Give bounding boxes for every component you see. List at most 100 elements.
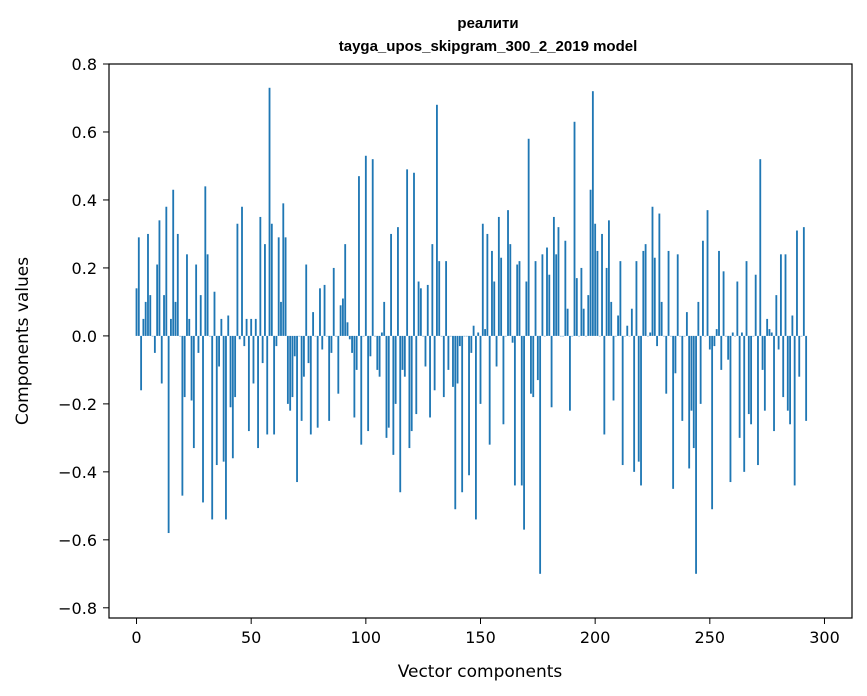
bar-54 (259, 216, 262, 336)
bar-36 (218, 335, 220, 367)
bar-79 (316, 335, 319, 428)
bar-65 (284, 237, 287, 336)
bar-177 (541, 254, 544, 336)
bar-100 (364, 155, 367, 336)
bar-129 (431, 244, 434, 336)
bar-277 (770, 332, 773, 336)
bar-188 (566, 308, 569, 336)
bar-56 (264, 244, 266, 336)
bar-96 (355, 335, 358, 370)
bar-61 (275, 335, 278, 347)
bar-240 (685, 312, 688, 336)
bar-219 (637, 335, 640, 462)
bar-34 (213, 291, 216, 336)
bar-152 (484, 329, 486, 336)
bar-259 (729, 335, 732, 483)
bar-218 (635, 261, 638, 336)
bar-39 (225, 335, 227, 520)
bar-27 (197, 335, 200, 353)
bar-227 (656, 335, 658, 347)
y-tick-label: −0.2 (58, 395, 97, 414)
bar-64 (282, 203, 285, 336)
bar-93 (348, 335, 351, 340)
bar-173 (532, 335, 535, 398)
bar-67 (289, 335, 292, 411)
bar-167 (518, 261, 521, 336)
bar-264 (741, 332, 743, 336)
bar-60 (273, 335, 276, 435)
bar-18 (176, 233, 179, 336)
bar-252 (713, 335, 716, 347)
bar-20 (181, 335, 184, 496)
bar-194 (580, 267, 583, 336)
bar-207 (610, 301, 613, 336)
bar-119 (408, 335, 411, 449)
bar-246 (699, 335, 702, 404)
bar-124 (419, 288, 422, 336)
bar-11 (160, 335, 163, 384)
bar-114 (397, 227, 399, 336)
bar-170 (525, 281, 528, 336)
bar-176 (539, 335, 542, 574)
bar-232 (667, 250, 670, 336)
bar-74 (305, 264, 308, 336)
y-tick-label: 0.0 (72, 327, 97, 346)
bar-80 (319, 288, 321, 336)
bar-109 (385, 335, 388, 438)
bar-242 (690, 335, 693, 411)
bar-159 (500, 257, 503, 336)
bar-40 (227, 315, 230, 336)
bar-31 (206, 254, 209, 336)
bar-172 (530, 335, 532, 394)
bar-282 (782, 335, 785, 398)
bar-284 (786, 335, 789, 411)
bar-155 (491, 250, 493, 336)
bar-271 (757, 335, 759, 466)
bar-166 (516, 264, 519, 336)
bar-164 (511, 335, 514, 343)
x-tick-label: 300 (809, 628, 840, 647)
bar-13 (165, 206, 168, 336)
bar-270 (754, 274, 757, 336)
bar-91 (344, 244, 347, 336)
y-tick-label: 0.2 (72, 259, 97, 278)
bar-70 (296, 335, 298, 483)
bar-258 (727, 335, 730, 360)
bar-111 (390, 233, 392, 336)
bar-103 (371, 159, 374, 336)
bar-149 (477, 332, 480, 336)
bar-142 (461, 335, 464, 493)
bar-181 (550, 335, 553, 408)
bar-4 (144, 301, 147, 336)
bar-3 (142, 318, 145, 336)
bar-249 (706, 210, 709, 336)
bar-92 (346, 322, 349, 336)
bar-2 (140, 335, 143, 391)
bar-75 (307, 335, 310, 364)
bar-90 (341, 298, 344, 336)
bar-141 (458, 335, 461, 347)
bar-162 (507, 210, 509, 336)
bar-62 (277, 237, 280, 336)
bar-120 (410, 335, 413, 432)
bar-216 (630, 308, 633, 336)
bar-101 (367, 335, 370, 432)
bar-203 (601, 233, 603, 336)
bar-272 (759, 159, 762, 336)
bar-85 (330, 335, 333, 353)
bar-274 (763, 335, 766, 411)
bar-23 (188, 318, 191, 336)
bar-86 (332, 267, 335, 336)
bar-206 (608, 220, 610, 336)
x-axis-label: Vector components (398, 662, 563, 682)
bar-243 (692, 335, 695, 449)
bar-107 (380, 332, 383, 336)
bar-222 (644, 244, 647, 336)
bar-268 (750, 335, 753, 425)
bar-108 (383, 301, 386, 336)
bar-94 (351, 335, 353, 353)
bar-182 (552, 216, 555, 336)
bar-17 (174, 301, 177, 336)
bar-88 (337, 335, 340, 394)
